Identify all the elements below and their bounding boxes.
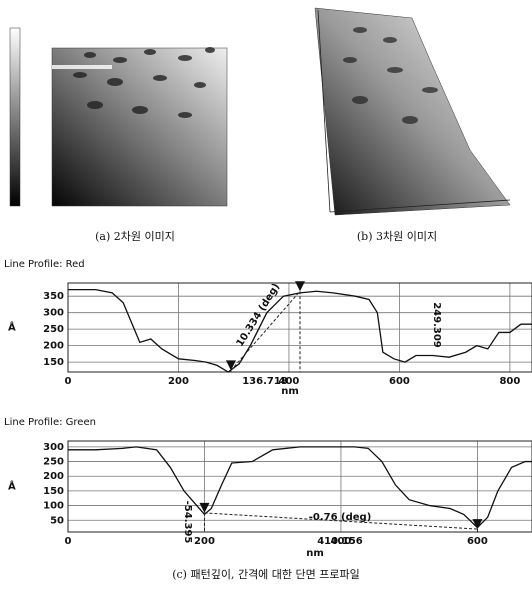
y-tick-label: 300 <box>43 308 64 319</box>
annotation: 249.309 <box>431 302 442 348</box>
caption: (c) 패턴깊이, 간격에 대한 단면 프로파일 <box>172 567 360 581</box>
cursor-marker <box>295 281 305 292</box>
annotation: -54.395 <box>182 501 193 544</box>
profile-line <box>68 446 532 529</box>
annotation: 410.156 <box>317 536 363 547</box>
x-tick-label: 600 <box>389 376 410 387</box>
x-tick-label: 400 <box>279 376 300 387</box>
annotation: -0.76 (deg) <box>309 512 372 523</box>
y-axis-label: Å <box>8 480 16 493</box>
y-tick-label: 250 <box>43 457 64 468</box>
y-tick-label: 200 <box>43 341 64 352</box>
x-tick-label: 600 <box>467 536 488 547</box>
plot-frame <box>67 440 532 533</box>
x-axis-label: nm <box>281 386 299 397</box>
afm-2d-image <box>9 27 228 207</box>
y-tick-label: 350 <box>43 291 64 302</box>
afm-3d-image <box>314 7 511 216</box>
cursor-marker <box>225 360 236 371</box>
cursor-link <box>204 512 478 530</box>
caption: (a) 2차원 이미지 <box>95 230 175 243</box>
x-tick-label: 0 <box>65 376 72 387</box>
x-tick-label: 200 <box>194 536 215 547</box>
cursor-marker <box>472 519 483 530</box>
x-tick-label: 200 <box>168 376 189 387</box>
y-tick-label: 300 <box>43 442 64 453</box>
cursor-link <box>230 290 301 371</box>
x-axis-label: nm <box>306 548 324 559</box>
y-tick-label: 150 <box>43 357 64 368</box>
y-tick-label: 150 <box>43 486 64 497</box>
annotation: 136.718 <box>242 376 288 387</box>
caption: (b) 3차원 이미지 <box>357 230 437 243</box>
y-tick-label: 100 <box>43 501 64 512</box>
y-axis-label: Å <box>8 321 16 334</box>
profile-line <box>68 288 532 373</box>
chart-title: Line Profile: Red <box>4 259 85 270</box>
y-tick-label: 250 <box>43 324 64 335</box>
y-tick-label: 200 <box>43 471 64 482</box>
chart-title: Line Profile: Green <box>4 417 96 428</box>
y-tick-label: 50 <box>50 515 64 526</box>
x-tick-label: 0 <box>65 536 72 547</box>
x-tick-label: 800 <box>499 376 520 387</box>
cursor-marker <box>199 502 210 513</box>
x-tick-label: 400 <box>331 536 352 547</box>
